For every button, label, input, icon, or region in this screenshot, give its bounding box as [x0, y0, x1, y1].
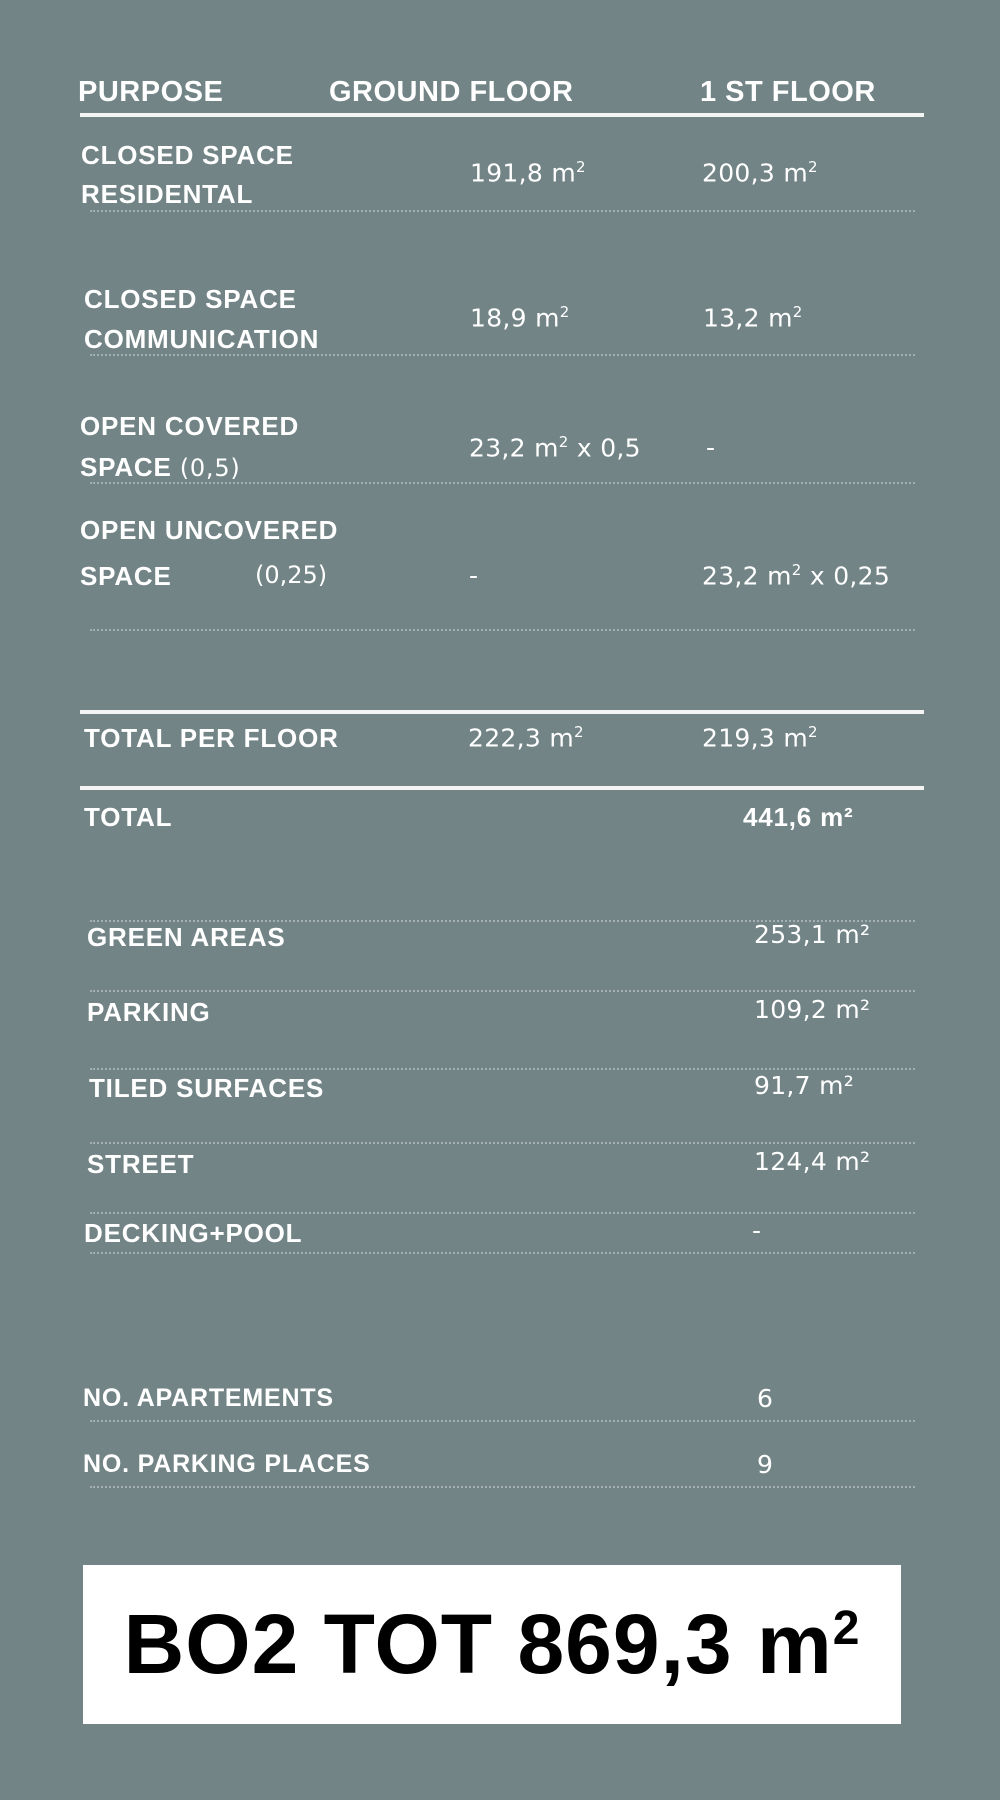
total-divider	[80, 710, 924, 714]
row-divider	[90, 1142, 915, 1144]
row-residential-ground: 191,8 m2	[470, 158, 586, 188]
row-communication-ground: 18,9 m2	[470, 303, 570, 333]
row-open-uncovered-label-2: SPACE	[80, 561, 172, 591]
row-divider	[90, 920, 915, 922]
row-divider	[90, 629, 915, 631]
row-open-uncovered-label-1: OPEN UNCOVERED	[80, 515, 339, 545]
site-street-value: 124,4 m²	[754, 1147, 871, 1176]
row-residential-first: 200,3 m2	[702, 158, 818, 188]
count-parking-value: 9	[757, 1450, 774, 1479]
row-divider	[90, 1252, 915, 1254]
site-parking-label: PARKING	[87, 997, 211, 1027]
site-decking-value: -	[752, 1216, 762, 1245]
row-divider	[90, 990, 915, 992]
row-residential-label-2: RESIDENTAL	[81, 179, 254, 209]
row-open-covered-first: -	[706, 433, 716, 462]
row-divider	[90, 1068, 915, 1070]
count-apartments-value: 6	[757, 1384, 774, 1413]
row-communication-label-2: COMMUNICATION	[84, 324, 320, 354]
row-open-covered-label-2: SPACE (0,5)	[80, 452, 241, 482]
total-per-floor-first: 219,3 m2	[702, 723, 818, 753]
site-street-label: STREET	[87, 1149, 195, 1179]
site-decking-label: DECKING+POOL	[84, 1218, 303, 1248]
row-divider	[90, 210, 915, 212]
count-apartments-label: NO. APARTEMENTS	[83, 1384, 334, 1412]
header-first-floor: 1 ST FLOOR	[700, 76, 876, 108]
site-tiled-label: TILED SURFACES	[89, 1073, 325, 1103]
grand-divider	[80, 786, 924, 790]
total-value: 441,6 m²	[743, 802, 854, 832]
row-divider	[90, 482, 915, 484]
row-residential-label-1: CLOSED SPACE	[81, 140, 294, 170]
grand-total-text: BO2 TOT 869,3 m2	[123, 1597, 861, 1691]
total-per-floor-ground: 222,3 m2	[468, 723, 584, 753]
row-open-uncovered-factor: (0,25)	[255, 561, 328, 589]
site-parking-value: 109,2 m²	[754, 995, 871, 1024]
header-divider	[80, 113, 924, 117]
row-divider	[90, 1486, 915, 1488]
row-divider	[90, 1212, 915, 1214]
row-communication-label-1: CLOSED SPACE	[84, 284, 297, 314]
count-parking-label: NO. PARKING PLACES	[83, 1450, 371, 1478]
site-green-areas-label: GREEN AREAS	[87, 922, 286, 952]
site-green-areas-value: 253,1 m²	[754, 920, 871, 949]
row-divider	[90, 354, 915, 356]
grand-total-box: BO2 TOT 869,3 m2	[83, 1565, 901, 1724]
row-communication-first: 13,2 m2	[703, 303, 803, 333]
row-open-uncovered-first: 23,2 m2 x 0,25	[702, 561, 891, 591]
row-divider	[90, 1420, 915, 1422]
site-tiled-value: 91,7 m²	[754, 1071, 855, 1100]
header-ground-floor: GROUND FLOOR	[329, 76, 574, 108]
total-label: TOTAL	[84, 802, 173, 832]
row-open-covered-ground: 23,2 m2 x 0,5	[469, 433, 641, 463]
row-open-covered-label-1: OPEN COVERED	[80, 411, 300, 441]
header-purpose: PURPOSE	[78, 76, 224, 108]
row-open-uncovered-ground: -	[469, 561, 479, 590]
total-per-floor-label: TOTAL PER FLOOR	[84, 723, 339, 753]
